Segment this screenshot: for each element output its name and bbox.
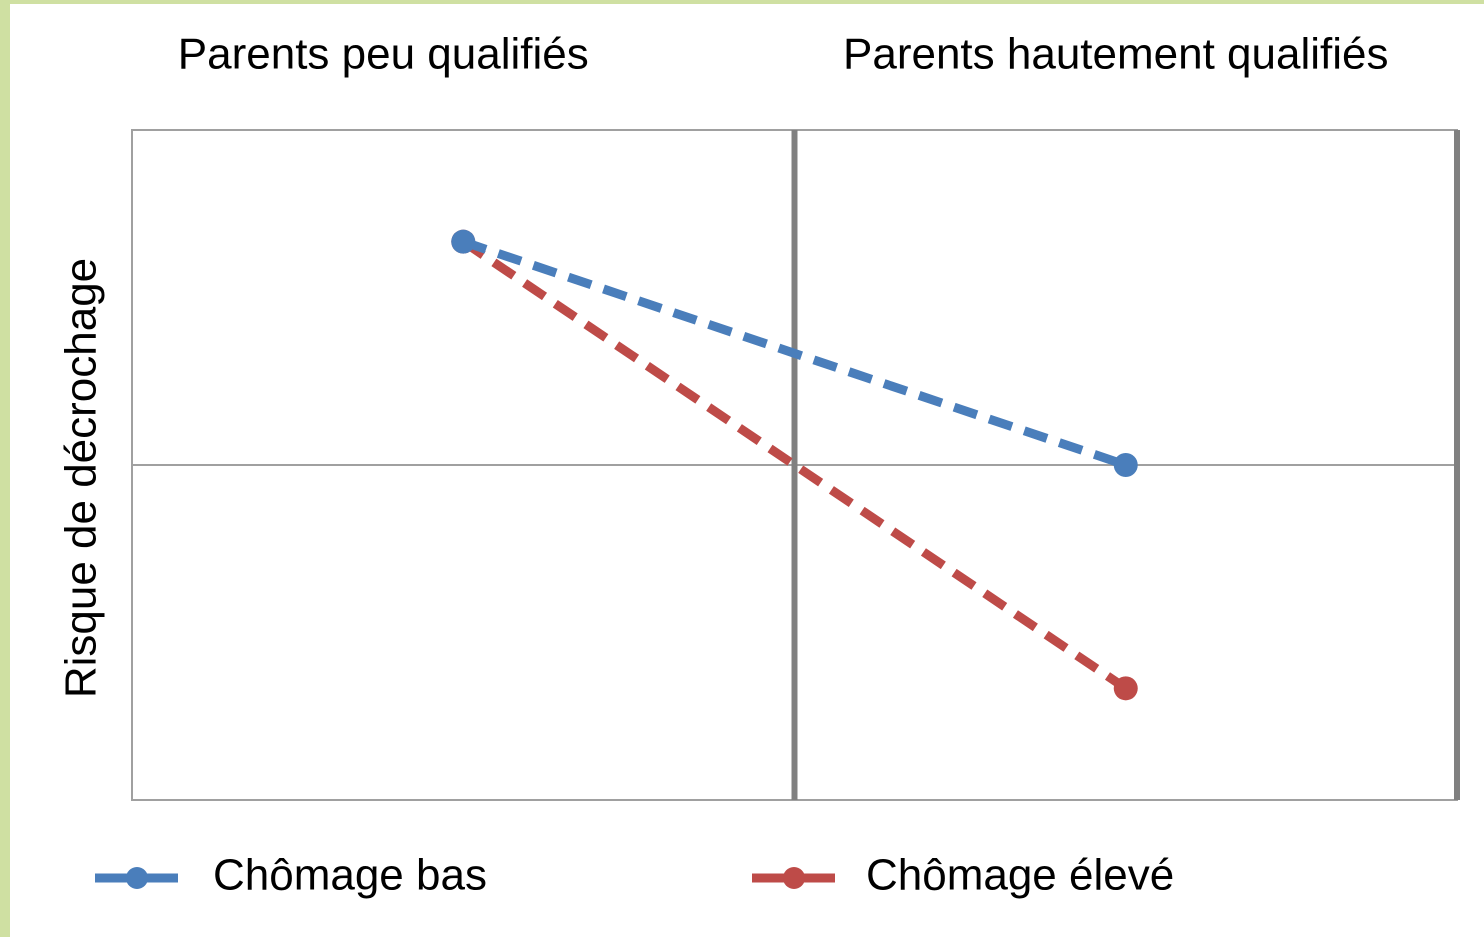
point xyxy=(1113,676,1138,701)
point xyxy=(451,229,476,254)
category-label: Parents hautement qualifiés xyxy=(843,30,1388,79)
y-axis-label: Risque de décrochage xyxy=(57,258,106,698)
point xyxy=(1113,453,1138,477)
legend-marker xyxy=(783,867,805,889)
background xyxy=(10,4,1484,937)
series-line xyxy=(460,237,1129,693)
series-line xyxy=(461,237,1128,470)
legend-marker xyxy=(126,867,148,889)
category-label: Parents peu qualifiés xyxy=(178,30,589,79)
legend-label: Chômage bas xyxy=(213,851,487,900)
legend-label: Chômage élevé xyxy=(866,851,1174,900)
